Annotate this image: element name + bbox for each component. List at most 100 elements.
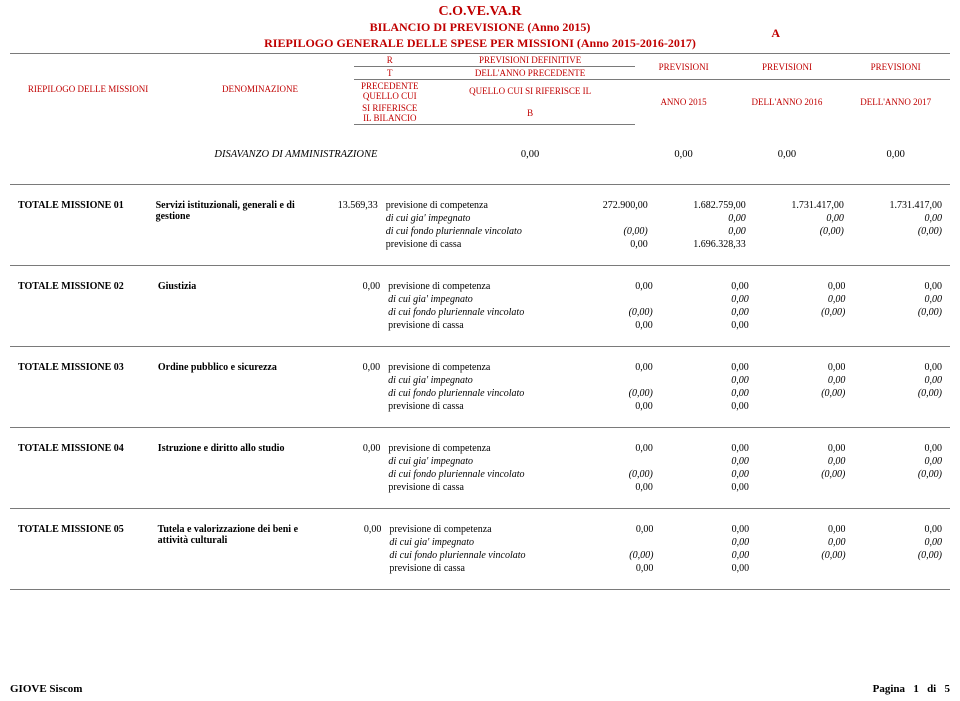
line-v1: 272.900,00 [563, 199, 651, 212]
line-v4: (0,00) [849, 306, 946, 319]
line-v1: 0,00 [569, 400, 656, 413]
mission-block: TOTALE MISSIONE 03Ordine pubblico e sicu… [10, 347, 950, 428]
line-v2: 0,00 [657, 387, 753, 400]
mission-desc: Giustizia [154, 280, 320, 332]
line-v2: 0,00 [657, 468, 753, 481]
disavanzo-v4: 0,00 [841, 125, 950, 185]
mission-desc: Tutela e valorizzazione dei beni e attiv… [154, 523, 322, 575]
line-v2: 0,00 [657, 306, 753, 319]
mission-code: TOTALE MISSIONE 05 [14, 523, 154, 536]
line-v4: 0,00 [849, 455, 946, 468]
line-v4 [850, 562, 946, 575]
col-denom: DENOMINAZIONE [166, 54, 354, 125]
col-quello: QUELLO CUI SI RIFERISCE IL [426, 80, 635, 103]
line-v1: (0,00) [569, 387, 656, 400]
line-v2: 0,00 [657, 481, 753, 494]
line-v2: 1.682.759,00 [652, 199, 750, 212]
line-v3: 0,00 [753, 280, 850, 293]
line-v1: (0,00) [570, 549, 657, 562]
col-b: B [426, 102, 635, 125]
line-v1 [569, 293, 657, 306]
report-title-1: BILANCIO DI PREVISIONE (Anno 2015) [10, 20, 950, 36]
line-v2: 0,00 [657, 523, 753, 536]
mission-block: TOTALE MISSIONE 02Giustizia 0,00 previsio… [10, 266, 950, 347]
mission-desc: Servizi istituzionali, generali e di ges… [152, 199, 316, 251]
line-label: previsione di cassa [385, 562, 570, 575]
line-v4: 0,00 [850, 523, 946, 536]
col-anno2016: DELL'ANNO 2016 [733, 80, 842, 125]
line-v4 [849, 319, 946, 332]
line-label: di cui fondo pluriennale vincolato [384, 387, 569, 400]
line-v4: 0,00 [849, 374, 946, 387]
line-v4: 0,00 [850, 536, 946, 549]
mission-prev: 0,00 [320, 361, 384, 374]
line-v1 [569, 455, 656, 468]
col-def: PREVISIONI DEFINITIVE [426, 54, 635, 67]
line-label: di cui fondo pluriennale vincolato [382, 225, 564, 238]
line-v4 [849, 481, 946, 494]
line-v1 [563, 212, 651, 225]
footer-right: Pagina 1 di 5 [873, 683, 950, 695]
line-v4 [849, 400, 946, 413]
line-label: di cui gia' impegnato [384, 455, 569, 468]
mission-desc: Ordine pubblico e sicurezza [154, 361, 320, 413]
mission-block: TOTALE MISSIONE 01Servizi istituzionali,… [10, 185, 950, 266]
line-label: previsione di competenza [384, 361, 569, 374]
line-v3: (0,00) [753, 306, 850, 319]
line-v2: 0,00 [652, 225, 750, 238]
line-v2: 0,00 [657, 374, 753, 387]
line-v4: 0,00 [849, 280, 946, 293]
col-prev-2017a: PREVISIONI [841, 54, 950, 80]
line-v3: 0,00 [750, 212, 848, 225]
mission-code: TOTALE MISSIONE 03 [14, 361, 154, 374]
line-v1: 0,00 [569, 361, 656, 374]
line-v3: 0,00 [753, 361, 850, 374]
line-v1 [570, 536, 657, 549]
mission-prev: 0,00 [320, 442, 384, 455]
line-label: previsione di cassa [384, 481, 569, 494]
line-v2: 0,00 [657, 319, 753, 332]
line-v3: 0,00 [753, 523, 849, 536]
line-v2: 0,00 [657, 400, 753, 413]
disavanzo-label: DISAVANZO DI AMMINISTRAZIONE [166, 125, 426, 185]
line-v2: 0,00 [657, 562, 753, 575]
mission-code: TOTALE MISSIONE 02 [14, 280, 154, 293]
line-v4: 1.731.417,00 [848, 199, 946, 212]
col-prec1: PRECEDENTE QUELLO CUI [354, 80, 426, 103]
report-letter: A [771, 26, 780, 41]
line-v3 [753, 319, 850, 332]
mission-block: TOTALE MISSIONE 04Istruzione e diritto a… [10, 428, 950, 509]
line-v4 [848, 238, 946, 251]
line-v3: 0,00 [753, 455, 850, 468]
line-v4: 0,00 [849, 293, 946, 306]
line-v2: 0,00 [657, 293, 753, 306]
line-label: previsione di cassa [382, 238, 564, 251]
line-label: di cui fondo pluriennale vincolato [384, 306, 569, 319]
col-anno-prec: DELL'ANNO PRECEDENTE [426, 67, 635, 80]
page-footer: GIOVE Siscom Pagina 1 di 5 [10, 683, 950, 695]
line-v1 [569, 374, 656, 387]
line-label: di cui fondo pluriennale vincolato [385, 549, 570, 562]
line-v2: 0,00 [657, 455, 753, 468]
line-v2: 0,00 [657, 361, 753, 374]
report-header: C.O.VE.VA.R BILANCIO DI PREVISIONE (Anno… [10, 4, 950, 51]
disavanzo-v1: 0,00 [426, 125, 635, 185]
line-label: previsione di competenza [384, 280, 569, 293]
line-label: previsione di competenza [382, 199, 564, 212]
col-anno2015: ANNO 2015 [635, 80, 733, 125]
line-v2: 0,00 [652, 212, 750, 225]
line-v4: (0,00) [849, 468, 946, 481]
line-v4: 0,00 [849, 442, 946, 455]
mission-desc: Istruzione e diritto allo studio [154, 442, 320, 494]
line-v3: (0,00) [753, 468, 850, 481]
col-anno2017: DELL'ANNO 2017 [841, 80, 950, 125]
line-v1: (0,00) [563, 225, 651, 238]
line-v3: 0,00 [753, 374, 850, 387]
line-v3: 0,00 [753, 293, 850, 306]
mission-blocks: TOTALE MISSIONE 01Servizi istituzionali,… [10, 185, 950, 590]
line-v4: 0,00 [849, 361, 946, 374]
line-label: di cui gia' impegnato [384, 293, 569, 306]
line-v1: 0,00 [569, 280, 657, 293]
line-v3 [750, 238, 848, 251]
col-missioni: RIEPILOGO DELLE MISSIONI [10, 54, 166, 125]
